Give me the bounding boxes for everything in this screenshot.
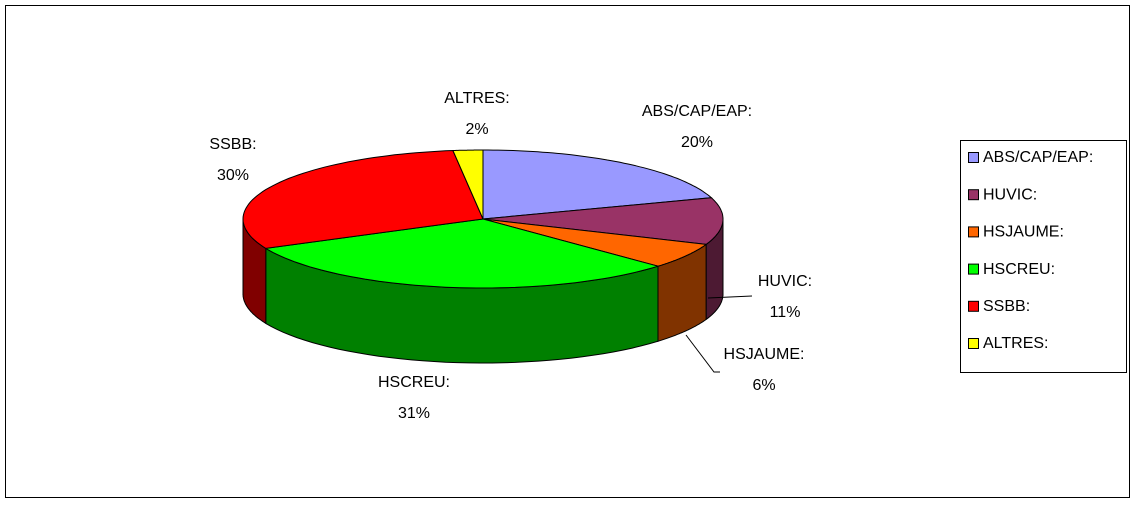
legend-label: ALTRES:	[983, 335, 1049, 352]
data-label-name: HUVIC:	[758, 273, 812, 290]
legend: ABS/CAP/EAP: HUVIC: HSJAUME: HSCREU: SSBB: AL…	[968, 149, 1093, 352]
slice	[242, 149, 484, 249]
data-label-name: HSCREU:	[378, 374, 450, 391]
legend-swatch	[968, 338, 979, 349]
legend-label: HSCREU:	[983, 261, 1055, 278]
data-label-value: 11%	[770, 304, 801, 321]
data-label-name: ABS/CAP/EAP:	[642, 103, 752, 120]
legend-swatch	[968, 152, 979, 163]
data-label-value: 2%	[465, 121, 488, 138]
slice	[482, 197, 724, 245]
data-labels: ABS/CAP/EAP: 20% HUVIC: 11% HSJAUME: 6% HSCREU…	[209, 90, 812, 422]
pie-tops	[242, 149, 724, 289]
slice	[482, 149, 713, 220]
data-label-value: 31%	[398, 405, 430, 422]
legend-swatch	[968, 263, 979, 275]
slice	[482, 218, 708, 267]
legend-label: HUVIC:	[983, 186, 1037, 203]
data-label-name: ALTRES:	[444, 90, 510, 107]
data-label-value: 30%	[217, 167, 249, 184]
legend-swatch	[968, 300, 979, 312]
legend-swatch	[968, 189, 979, 201]
data-label-name: HSJAUME:	[724, 346, 805, 363]
data-label-name: SSBB:	[209, 136, 256, 153]
legend-box	[960, 140, 1127, 373]
legend-swatch	[968, 226, 979, 238]
legend-label: SSBB:	[983, 298, 1030, 315]
leader-lines	[685, 295, 753, 373]
slice	[264, 218, 660, 289]
data-label-value: 6%	[752, 377, 775, 394]
slice	[452, 149, 484, 220]
legend-label: HSJAUME:	[983, 224, 1064, 241]
legend-label: ABS/CAP/EAP:	[983, 149, 1093, 166]
data-label-value: 20%	[681, 134, 713, 151]
